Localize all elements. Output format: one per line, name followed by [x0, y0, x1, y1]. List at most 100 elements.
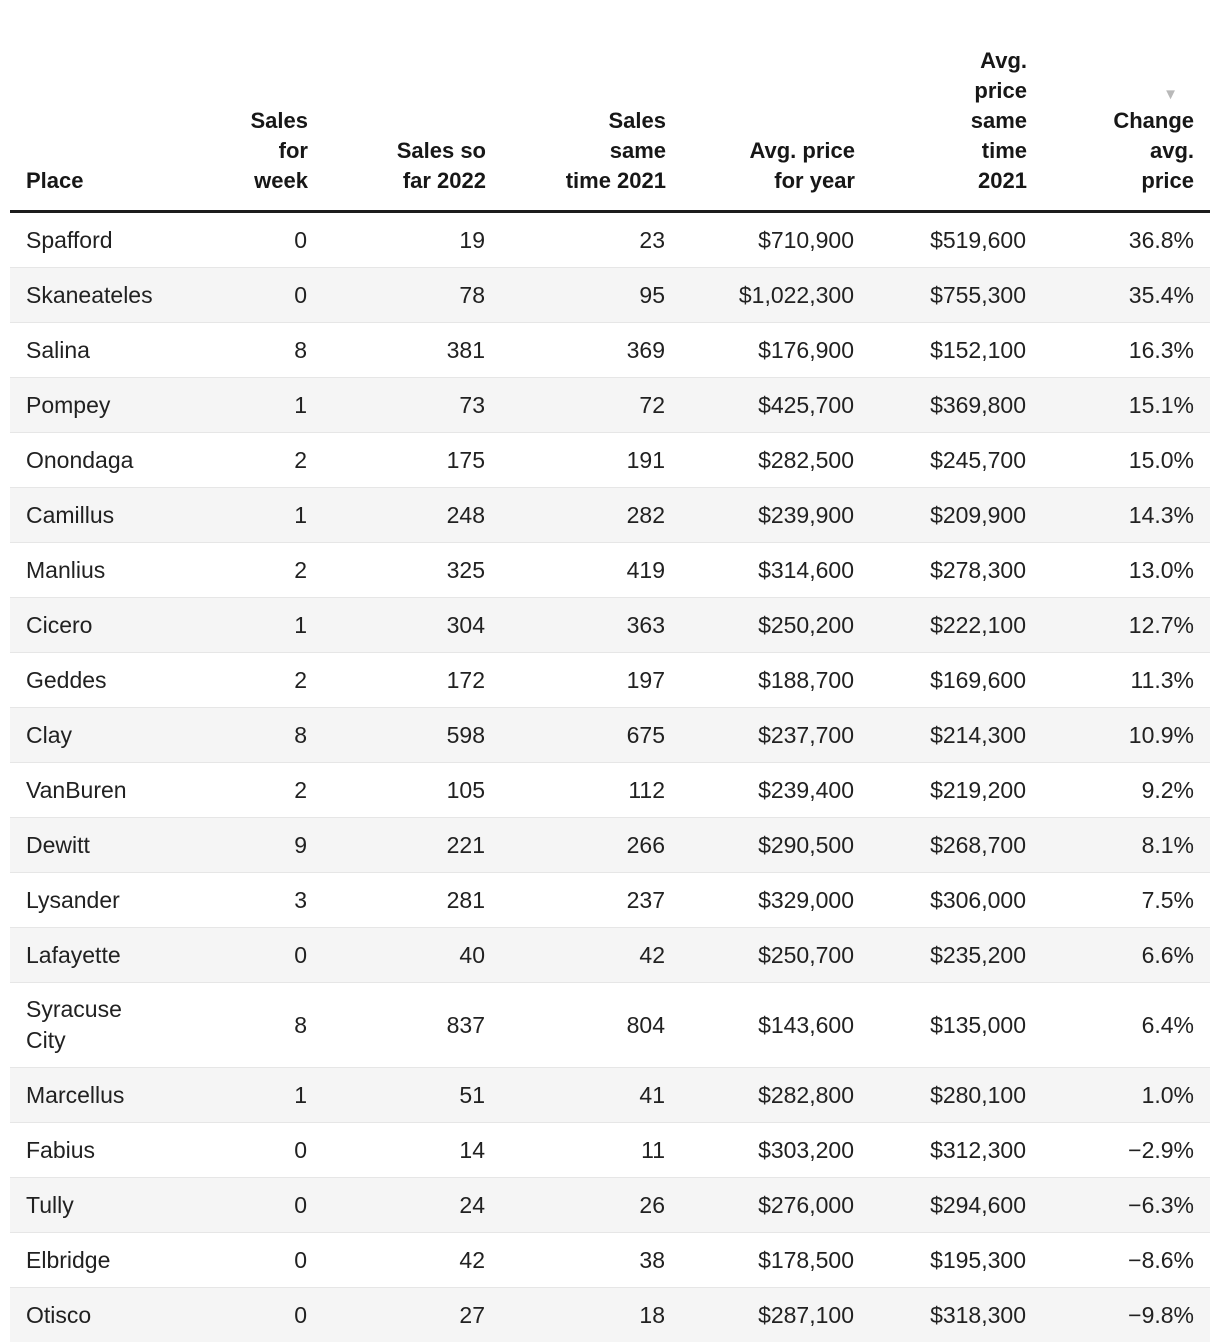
cell-sales-week: 0 [150, 1233, 308, 1288]
cell-sales-week: 1 [150, 488, 308, 543]
cell-place: Manlius [10, 543, 150, 598]
cell-avg-price-year: $143,600 [666, 983, 855, 1068]
cell-sales-2022: 598 [308, 708, 486, 763]
column-header-label: Sales for week [251, 108, 309, 193]
cell-place: Tully [10, 1178, 150, 1233]
cell-avg-price-year: $188,700 [666, 653, 855, 708]
header-row: Place Sales for week Sales so far 2022 S… [10, 0, 1210, 212]
column-header-place[interactable]: Place [10, 0, 150, 212]
cell-sales-2021: 42 [486, 928, 666, 983]
cell-sales-2021: 237 [486, 873, 666, 928]
cell-avg-price-2021: $195,300 [855, 1233, 1027, 1288]
cell-avg-price-2021: $214,300 [855, 708, 1027, 763]
cell-change-avg-price: 6.4% [1027, 983, 1210, 1068]
cell-sales-2022: 51 [308, 1068, 486, 1123]
cell-sales-2022: 281 [308, 873, 486, 928]
cell-sales-week: 9 [150, 818, 308, 873]
cell-change-avg-price: −6.3% [1027, 1178, 1210, 1233]
cell-sales-2021: 282 [486, 488, 666, 543]
cell-sales-week: 1 [150, 378, 308, 433]
cell-avg-price-year: $303,200 [666, 1123, 855, 1178]
cell-place: Skaneateles [10, 268, 150, 323]
cell-avg-price-2021: $294,600 [855, 1178, 1027, 1233]
cell-avg-price-year: $250,200 [666, 598, 855, 653]
cell-avg-price-2021: $280,100 [855, 1068, 1027, 1123]
cell-sales-2022: 105 [308, 763, 486, 818]
column-header-sales-same-time-2021[interactable]: Sales same time 2021 [486, 0, 666, 212]
sort-descending-icon: ▼ [1027, 84, 1194, 106]
cell-sales-week: 0 [150, 212, 308, 268]
cell-sales-2022: 42 [308, 1233, 486, 1288]
cell-sales-week: 2 [150, 543, 308, 598]
column-header-sales-for-week[interactable]: Sales for week [150, 0, 308, 212]
column-header-avg-price-same-time-2021[interactable]: Avg. price same time 2021 [855, 0, 1027, 212]
cell-place: Fabius [10, 1123, 150, 1178]
cell-sales-2022: 837 [308, 983, 486, 1068]
cell-avg-price-year: $250,700 [666, 928, 855, 983]
cell-sales-week: 8 [150, 323, 308, 378]
cell-avg-price-year: $1,022,300 [666, 268, 855, 323]
cell-change-avg-price: 9.2% [1027, 763, 1210, 818]
cell-change-avg-price: 13.0% [1027, 543, 1210, 598]
cell-sales-2022: 73 [308, 378, 486, 433]
cell-place: Otisco [10, 1288, 150, 1342]
cell-place: Clay [10, 708, 150, 763]
cell-sales-2021: 23 [486, 212, 666, 268]
cell-sales-2022: 221 [308, 818, 486, 873]
cell-sales-2021: 804 [486, 983, 666, 1068]
cell-avg-price-2021: $312,300 [855, 1123, 1027, 1178]
cell-sales-week: 1 [150, 598, 308, 653]
cell-change-avg-price: 10.9% [1027, 708, 1210, 763]
cell-place: Lysander [10, 873, 150, 928]
column-header-change-avg-price[interactable]: ▼ Change avg. price [1027, 0, 1210, 212]
cell-sales-week: 0 [150, 1123, 308, 1178]
cell-sales-2021: 18 [486, 1288, 666, 1342]
cell-sales-2022: 27 [308, 1288, 486, 1342]
cell-change-avg-price: 12.7% [1027, 598, 1210, 653]
cell-avg-price-2021: $278,300 [855, 543, 1027, 598]
cell-change-avg-price: 36.8% [1027, 212, 1210, 268]
cell-change-avg-price: 15.1% [1027, 378, 1210, 433]
cell-change-avg-price: 15.0% [1027, 433, 1210, 488]
column-header-sales-so-far-2022[interactable]: Sales so far 2022 [308, 0, 486, 212]
cell-change-avg-price: 1.0% [1027, 1068, 1210, 1123]
cell-sales-week: 2 [150, 433, 308, 488]
cell-sales-week: 8 [150, 983, 308, 1068]
cell-sales-2022: 14 [308, 1123, 486, 1178]
column-header-label: Avg. price for year [749, 138, 855, 193]
cell-place: Lafayette [10, 928, 150, 983]
cell-avg-price-year: $287,100 [666, 1288, 855, 1342]
cell-change-avg-price: 35.4% [1027, 268, 1210, 323]
cell-sales-2021: 41 [486, 1068, 666, 1123]
cell-avg-price-2021: $306,000 [855, 873, 1027, 928]
cell-avg-price-2021: $219,200 [855, 763, 1027, 818]
cell-change-avg-price: −9.8% [1027, 1288, 1210, 1342]
cell-avg-price-year: $239,900 [666, 488, 855, 543]
column-header-avg-price-for-year[interactable]: Avg. price for year [666, 0, 855, 212]
cell-avg-price-2021: $755,300 [855, 268, 1027, 323]
cell-sales-2021: 72 [486, 378, 666, 433]
cell-avg-price-2021: $235,200 [855, 928, 1027, 983]
cell-avg-price-2021: $268,700 [855, 818, 1027, 873]
cell-sales-2021: 95 [486, 268, 666, 323]
cell-sales-2022: 40 [308, 928, 486, 983]
cell-place: VanBuren [10, 763, 150, 818]
cell-avg-price-2021: $152,100 [855, 323, 1027, 378]
cell-place: Geddes [10, 653, 150, 708]
